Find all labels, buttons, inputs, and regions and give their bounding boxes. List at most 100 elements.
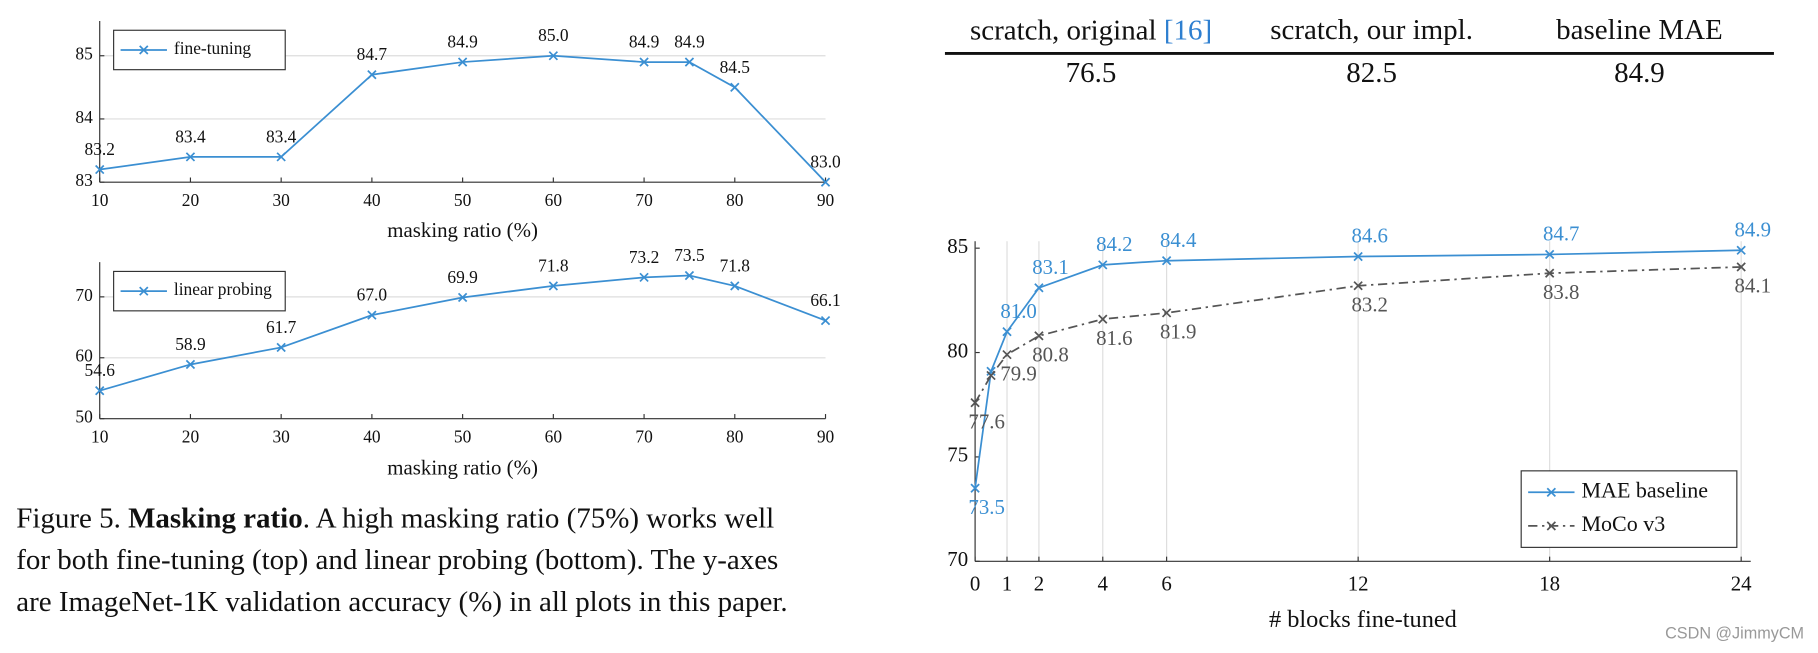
y-tick-label: 83 xyxy=(75,171,93,190)
x-axis-label: # blocks fine-tuned xyxy=(1269,606,1457,633)
x-tick-label: 1 xyxy=(1002,571,1012,595)
x-tick-label: 70 xyxy=(635,191,653,210)
data-label: 66.1 xyxy=(810,291,840,310)
x-tick-label: 30 xyxy=(272,191,290,210)
legend-label: linear probing xyxy=(174,280,272,299)
marker xyxy=(276,152,286,162)
data-label: 83.2 xyxy=(1351,292,1388,316)
table-header-text: scratch, original xyxy=(970,14,1164,46)
marker xyxy=(1034,283,1044,293)
marker xyxy=(457,57,468,67)
x-axis-label: masking ratio (%) xyxy=(387,455,538,479)
marker xyxy=(1353,251,1363,262)
table-cell: 82.5 xyxy=(1346,57,1397,89)
data-label: 83.0 xyxy=(810,153,841,172)
data-label: 84.4 xyxy=(1160,228,1197,252)
table-cell: 76.5 xyxy=(1066,57,1117,89)
x-tick-label: 0 xyxy=(970,571,980,595)
legend-marker xyxy=(1546,521,1557,531)
marker xyxy=(730,82,740,93)
data-label: 71.8 xyxy=(538,256,569,275)
data-label: 81.6 xyxy=(1096,326,1133,350)
y-tick-label: 70 xyxy=(75,286,93,305)
marker xyxy=(639,272,649,283)
y-tick-label: 80 xyxy=(947,338,968,362)
data-label: 84.9 xyxy=(629,33,659,52)
y-tick-label: 50 xyxy=(75,408,93,427)
marker xyxy=(986,366,996,377)
marker xyxy=(820,177,831,187)
x-tick-label: 40 xyxy=(363,427,381,446)
x-tick-label: 80 xyxy=(726,191,744,210)
marker xyxy=(1034,331,1044,341)
legend-marker xyxy=(139,286,149,296)
data-label: 84.2 xyxy=(1096,232,1133,256)
marker xyxy=(185,359,196,370)
data-label: 83.4 xyxy=(175,127,206,146)
marker xyxy=(548,281,559,291)
data-label: 73.5 xyxy=(968,495,1005,519)
y-tick-label: 60 xyxy=(75,347,93,366)
data-label: 84.6 xyxy=(1351,224,1388,248)
legend-label: MAE baseline xyxy=(1581,477,1708,502)
marker xyxy=(1098,314,1108,324)
x-tick-label: 10 xyxy=(91,191,109,210)
data-label: 83.8 xyxy=(1543,280,1580,304)
chart: 83 84 85 10 20 30 40 50 60 70 80 90 masking ratio (%… xyxy=(75,20,841,242)
legend-marker xyxy=(139,45,149,55)
legend-marker xyxy=(1546,487,1557,497)
data-label: 83.4 xyxy=(266,127,297,146)
caption-line: for both fine-tuning (top) and linear pr… xyxy=(16,544,778,576)
marker xyxy=(276,342,286,353)
data-label: 84.7 xyxy=(1543,222,1580,246)
legend: linear probing xyxy=(113,270,286,312)
x-tick-label: 12 xyxy=(1348,571,1369,595)
marker xyxy=(1544,268,1555,278)
marker xyxy=(970,397,980,408)
marker xyxy=(367,70,377,80)
x-tick-label: 2 xyxy=(1034,571,1044,595)
marker xyxy=(684,57,695,67)
marker xyxy=(1736,262,1746,272)
legend-label: fine-tuning xyxy=(174,39,252,58)
x-tick-label: 50 xyxy=(454,191,472,210)
x-tick-label: 60 xyxy=(545,427,563,446)
y-tick-label: 75 xyxy=(947,443,968,467)
data-label: 77.6 xyxy=(968,409,1005,433)
x-tick-label: 50 xyxy=(454,427,472,446)
x-tick-label: 80 xyxy=(726,427,744,446)
x-tick-label: 40 xyxy=(363,191,381,210)
data-label: 80.8 xyxy=(1032,342,1069,366)
citation[interactable]: [16] xyxy=(1164,14,1212,46)
data-label: 73.2 xyxy=(629,248,659,267)
data-label: 81.0 xyxy=(1000,299,1037,323)
legend: fine-tuning xyxy=(113,29,286,71)
table-cell: 84.9 xyxy=(1614,57,1665,89)
y-tick-label: 84 xyxy=(75,108,93,127)
table-header: scratch, original [16] xyxy=(970,14,1212,46)
marker xyxy=(820,315,831,326)
table-header: scratch, our impl. xyxy=(1270,14,1473,46)
y-tick-label: 85 xyxy=(947,234,968,258)
data-label: 84.5 xyxy=(720,58,751,77)
data-label: 58.9 xyxy=(175,335,205,354)
data-label: 79.9 xyxy=(1000,361,1037,385)
x-tick-label: 4 xyxy=(1098,571,1109,595)
marker xyxy=(639,57,649,67)
data-label: 84.1 xyxy=(1735,274,1772,298)
caption: Figure 5. Masking ratio. A high masking … xyxy=(16,502,787,617)
marker xyxy=(1002,326,1012,337)
marker xyxy=(185,152,196,162)
x-tick-label: 10 xyxy=(91,427,109,446)
caption-text: . A high masking ratio (75%) works well xyxy=(303,502,775,534)
data-label: 84.7 xyxy=(357,45,388,64)
x-tick-label: 20 xyxy=(182,427,200,446)
marker xyxy=(1161,308,1172,318)
x-tick-label: 18 xyxy=(1539,571,1560,595)
marker xyxy=(1002,349,1012,360)
x-tick-label: 90 xyxy=(817,427,835,446)
legend-label: MoCo v3 xyxy=(1581,511,1665,536)
figure-label: Figure 5. xyxy=(16,502,121,534)
marker xyxy=(730,281,740,291)
